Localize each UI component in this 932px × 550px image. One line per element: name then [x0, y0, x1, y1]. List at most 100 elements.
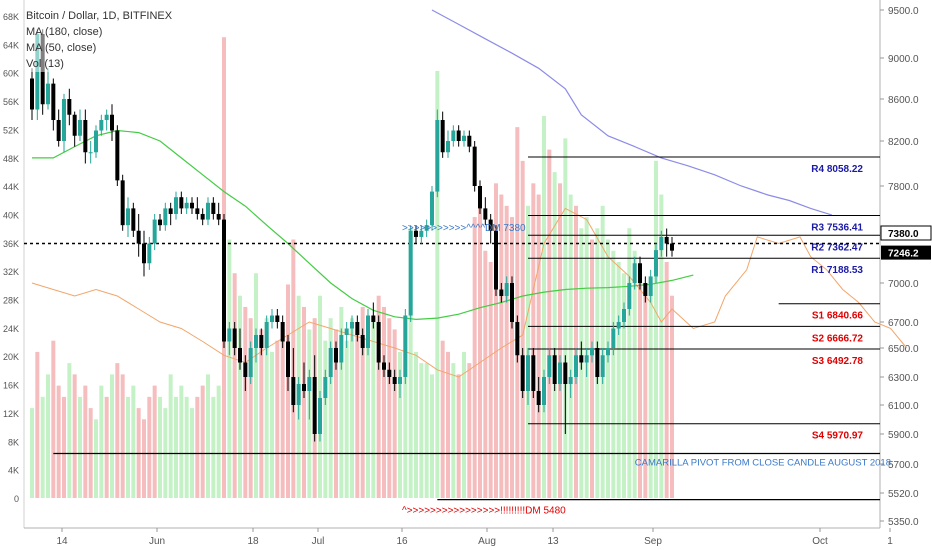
volume-bar — [142, 419, 146, 498]
x-tick-label: Jun — [149, 536, 165, 547]
volume-bar — [403, 318, 408, 498]
candle-body — [515, 322, 520, 356]
candle-body — [243, 362, 248, 377]
volume-bar — [616, 262, 621, 498]
volume-bar — [232, 273, 237, 498]
candle-body — [446, 141, 450, 153]
pivot-label: R1 7188.53 — [811, 265, 863, 276]
volume-bar — [339, 306, 344, 498]
candle-body — [366, 315, 370, 348]
candle-body — [296, 384, 301, 405]
volume-bar — [131, 385, 136, 498]
x-tick-label: 13 — [547, 536, 559, 547]
volume-bar — [110, 374, 114, 498]
legend-ma180[interactable]: MA (180, close) — [26, 24, 173, 40]
volume-bar — [488, 262, 493, 498]
candle-body — [318, 398, 322, 434]
volume-bar — [659, 194, 664, 499]
left-tick-label: 44K — [3, 182, 19, 192]
candle-body — [659, 236, 664, 251]
volume-bar — [120, 374, 125, 498]
candle-body — [419, 230, 424, 237]
candle-body — [403, 315, 408, 377]
volume-bar — [40, 396, 45, 498]
candle-body — [174, 197, 178, 214]
candle-body — [184, 202, 189, 209]
candle-body — [334, 348, 338, 363]
volume-bar — [424, 363, 429, 498]
volume-bar — [611, 250, 616, 498]
volume-bar — [158, 396, 162, 498]
volume-bar — [344, 340, 349, 498]
volume-bar — [670, 295, 674, 498]
ma180-line — [431, 9, 833, 216]
candle-body — [302, 384, 306, 391]
volume-bar — [648, 284, 653, 498]
volume-bar — [259, 329, 264, 498]
left-tick-label: 32K — [3, 267, 19, 277]
candle-body — [62, 99, 66, 141]
volume-bar — [638, 273, 642, 498]
candle-body — [216, 213, 221, 220]
x-tick-label: 1 — [887, 536, 893, 547]
volume-bar — [654, 160, 658, 498]
left-tick-label: 60K — [3, 69, 19, 79]
dm-bottom-annotation: ^>>>>>>>>>>>>>>>>!!!!!!!!!DM 5480 — [402, 506, 566, 517]
candle-body — [542, 377, 546, 405]
candle-body — [307, 377, 312, 391]
volume-bar — [504, 205, 509, 499]
candle-body — [664, 236, 669, 244]
volume-bar — [435, 70, 440, 498]
right-tick-label: 6500.0 — [888, 344, 919, 355]
candle-body — [430, 191, 434, 226]
left-tick-label: 64K — [3, 40, 19, 50]
candle-body — [312, 377, 317, 434]
candle-body — [78, 120, 82, 136]
candle-body — [168, 208, 173, 214]
candle-body — [232, 328, 237, 348]
volume-bar — [51, 340, 56, 498]
volume-bar — [35, 351, 40, 498]
right-tick-label: 5350.0 — [888, 517, 919, 528]
x-tick-label: Oct — [812, 536, 828, 547]
legend-ma50[interactable]: MA (50, close) — [26, 40, 173, 56]
volume-bar — [467, 363, 472, 498]
legend-volume[interactable]: Vol (13) — [26, 56, 173, 72]
candle-body — [195, 208, 200, 214]
volume-bar — [643, 295, 648, 498]
volume-bar — [531, 183, 536, 499]
price-marker-box — [880, 225, 932, 241]
volume-bar — [494, 183, 498, 499]
volume-bar — [126, 396, 130, 498]
candle-body — [584, 355, 589, 363]
candle-body — [440, 120, 445, 153]
candle-body — [115, 130, 120, 181]
candle-body — [344, 328, 349, 335]
candle-body — [211, 202, 216, 214]
ma50-line — [32, 129, 694, 321]
x-tick-label: 16 — [396, 536, 408, 547]
candle-body — [414, 230, 418, 237]
last-price-label: 7246.2 — [888, 249, 919, 260]
volume-bar — [104, 396, 109, 498]
candle-body — [568, 377, 573, 384]
candle-body — [360, 335, 365, 348]
volume-bar — [72, 374, 77, 498]
left-tick-label: 20K — [3, 352, 19, 362]
volume-bar — [446, 351, 450, 498]
volume-bar — [248, 318, 253, 498]
dm-top-annotation: >>>>>>>>>>>^^^^DM 7380 — [402, 223, 526, 234]
candle-body — [286, 341, 290, 377]
volume-bar — [371, 318, 376, 498]
candle-body — [270, 315, 274, 322]
candle-body — [472, 146, 477, 186]
candle-body — [483, 208, 488, 220]
volume-bar — [99, 385, 104, 498]
volume-bar — [334, 329, 338, 498]
volume-bar — [419, 363, 424, 498]
left-tick-label: 48K — [3, 154, 19, 164]
pivot-label: R4 8058.22 — [811, 164, 863, 175]
candle-body — [227, 328, 232, 342]
candle-body — [280, 322, 285, 342]
